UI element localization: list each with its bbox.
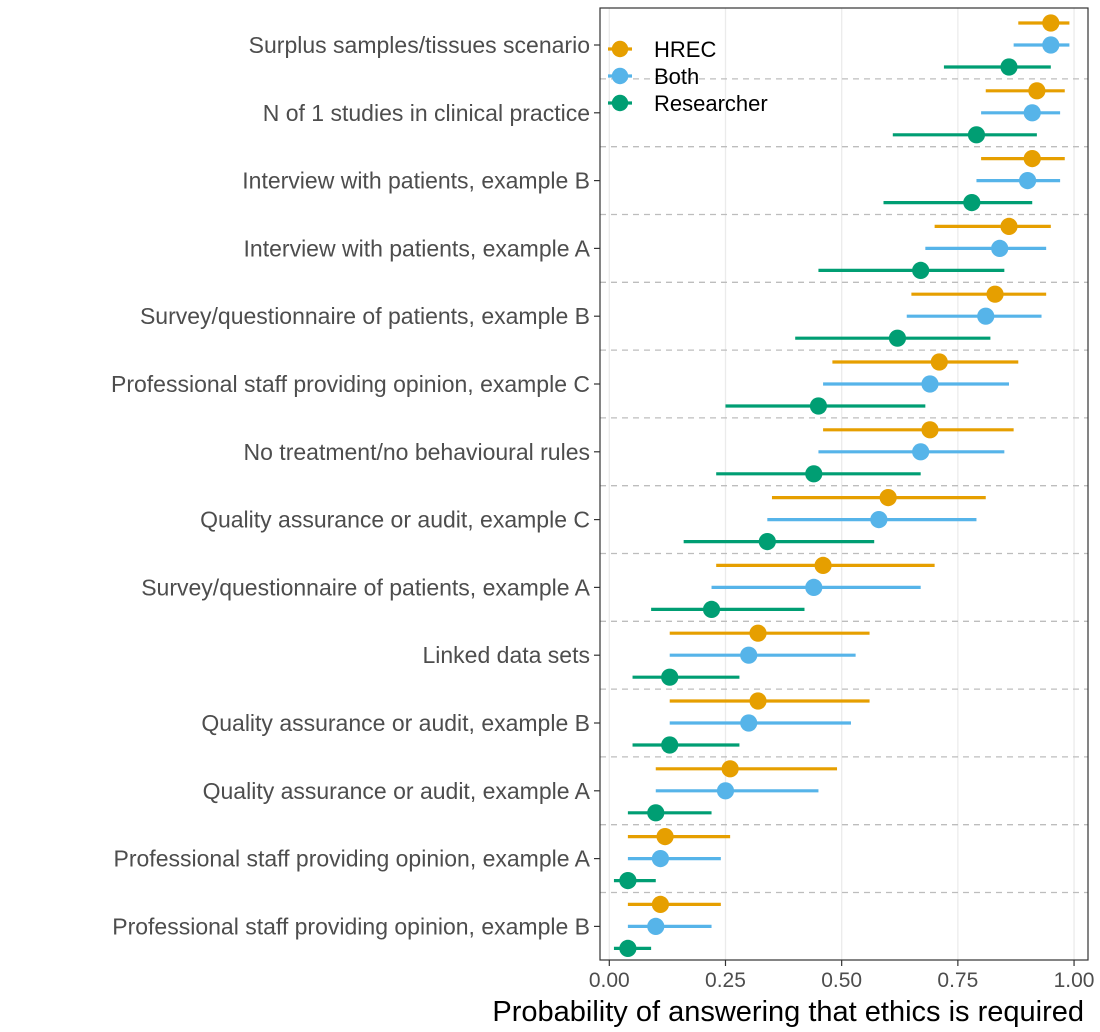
plot-panel bbox=[600, 8, 1088, 960]
category-label-professional-staff-providing-opinion-example-a: Professional staff providing opinion, ex… bbox=[114, 846, 591, 872]
point-hrec-quality-assurance-or-audit-example-a bbox=[721, 760, 739, 778]
point-researcher-professional-staff-providing-opinion-example-b bbox=[619, 939, 637, 958]
point-researcher-quality-assurance-or-audit-example-b bbox=[661, 736, 679, 754]
category-label-quality-assurance-or-audit-example-a: Quality assurance or audit, example A bbox=[203, 778, 591, 804]
point-researcher-no-treatment-no-behavioural-rules bbox=[805, 465, 823, 483]
legend-key-point-both bbox=[611, 67, 629, 85]
category-label-quality-assurance-or-audit-example-c: Quality assurance or audit, example C bbox=[200, 507, 590, 533]
point-hrec-interview-with-patients-example-a bbox=[1000, 217, 1018, 235]
point-researcher-quality-assurance-or-audit-example-a bbox=[647, 804, 665, 822]
point-both-quality-assurance-or-audit-example-c bbox=[870, 510, 888, 529]
legend-label-researcher: Researcher bbox=[654, 91, 768, 116]
point-both-surplus-samples-tissues-scenario bbox=[1042, 36, 1060, 54]
point-both-survey-questionnaire-of-patients-example-a bbox=[805, 578, 823, 597]
category-label-quality-assurance-or-audit-example-b: Quality assurance or audit, example B bbox=[201, 710, 590, 736]
point-researcher-quality-assurance-or-audit-example-c bbox=[758, 533, 776, 551]
x-tick-label-0-75: 0.75 bbox=[937, 969, 978, 992]
point-both-quality-assurance-or-audit-example-b bbox=[740, 714, 758, 732]
category-label-professional-staff-providing-opinion-example-c: Professional staff providing opinion, ex… bbox=[111, 371, 590, 397]
point-hrec-quality-assurance-or-audit-example-b bbox=[749, 692, 767, 710]
point-hrec-surplus-samples-tissues-scenario bbox=[1042, 14, 1060, 32]
point-hrec-professional-staff-providing-opinion-example-b bbox=[651, 895, 670, 914]
point-hrec-interview-with-patients-example-b bbox=[1023, 150, 1041, 168]
point-researcher-survey-questionnaire-of-patients-example-b bbox=[888, 329, 907, 347]
point-hrec-survey-questionnaire-of-patients-example-a bbox=[814, 556, 832, 575]
x-axis-title: Probability of answering that ethics is … bbox=[492, 996, 1084, 1027]
point-hrec-survey-questionnaire-of-patients-example-b bbox=[986, 285, 1004, 303]
category-label-survey-questionnaire-of-patients-example-b: Survey/questionnaire of patients, exampl… bbox=[140, 303, 590, 329]
plot-panel-border bbox=[599, 7, 1089, 961]
point-both-survey-questionnaire-of-patients-example-b bbox=[977, 307, 995, 325]
point-hrec-quality-assurance-or-audit-example-c bbox=[879, 489, 897, 507]
point-hrec-linked-data-sets bbox=[749, 624, 767, 642]
point-researcher-n-of-1-studies-in-clinical-practice bbox=[967, 126, 986, 144]
point-hrec-n-of-1-studies-in-clinical-practice bbox=[1028, 82, 1046, 100]
legend-key-point-researcher bbox=[611, 94, 629, 112]
point-both-linked-data-sets bbox=[740, 646, 758, 664]
point-hrec-professional-staff-providing-opinion-example-c bbox=[930, 353, 948, 371]
point-both-no-treatment-no-behavioural-rules bbox=[912, 443, 930, 461]
category-label-no-treatment-no-behavioural-rules: No treatment/no behavioural rules bbox=[244, 439, 590, 465]
point-researcher-interview-with-patients-example-a bbox=[912, 261, 930, 279]
legend-key-point-hrec bbox=[611, 40, 629, 58]
category-label-surplus-samples-tissues-scenario: Surplus samples/tissues scenario bbox=[249, 32, 590, 58]
point-researcher-professional-staff-providing-opinion-example-a bbox=[619, 872, 637, 890]
point-researcher-survey-questionnaire-of-patients-example-a bbox=[702, 600, 721, 619]
category-label-interview-with-patients-example-b: Interview with patients, example B bbox=[242, 168, 590, 194]
category-label-n-of-1-studies-in-clinical-practice: N of 1 studies in clinical practice bbox=[263, 100, 590, 126]
point-both-quality-assurance-or-audit-example-a bbox=[716, 782, 735, 800]
point-both-interview-with-patients-example-b bbox=[1018, 172, 1037, 190]
x-tick-label-0-00: 0.00 bbox=[589, 969, 630, 992]
point-both-interview-with-patients-example-a bbox=[991, 239, 1009, 257]
category-label-linked-data-sets: Linked data sets bbox=[422, 642, 590, 668]
category-label-professional-staff-providing-opinion-example-b: Professional staff providing opinion, ex… bbox=[112, 913, 590, 939]
point-hrec-no-treatment-no-behavioural-rules bbox=[921, 421, 939, 439]
legend-label-hrec: HREC bbox=[654, 37, 716, 62]
point-hrec-professional-staff-providing-opinion-example-a bbox=[656, 828, 674, 846]
x-tick-label-1-00: 1.00 bbox=[1054, 969, 1095, 992]
x-tick-label-0-25: 0.25 bbox=[705, 969, 746, 992]
point-researcher-interview-with-patients-example-b bbox=[963, 194, 981, 212]
category-label-interview-with-patients-example-a: Interview with patients, example A bbox=[244, 235, 591, 261]
point-both-professional-staff-providing-opinion-example-b bbox=[647, 917, 665, 936]
point-researcher-linked-data-sets bbox=[661, 668, 679, 686]
point-both-professional-staff-providing-opinion-example-a bbox=[651, 850, 670, 868]
point-both-n-of-1-studies-in-clinical-practice bbox=[1023, 104, 1041, 122]
point-both-professional-staff-providing-opinion-example-c bbox=[921, 375, 939, 393]
x-tick-label-0-50: 0.50 bbox=[821, 969, 862, 992]
category-label-survey-questionnaire-of-patients-example-a: Survey/questionnaire of patients, exampl… bbox=[141, 574, 590, 600]
legend-label-both: Both bbox=[654, 64, 699, 89]
point-researcher-surplus-samples-tissues-scenario bbox=[1000, 58, 1018, 76]
point-researcher-professional-staff-providing-opinion-example-c bbox=[809, 397, 828, 415]
